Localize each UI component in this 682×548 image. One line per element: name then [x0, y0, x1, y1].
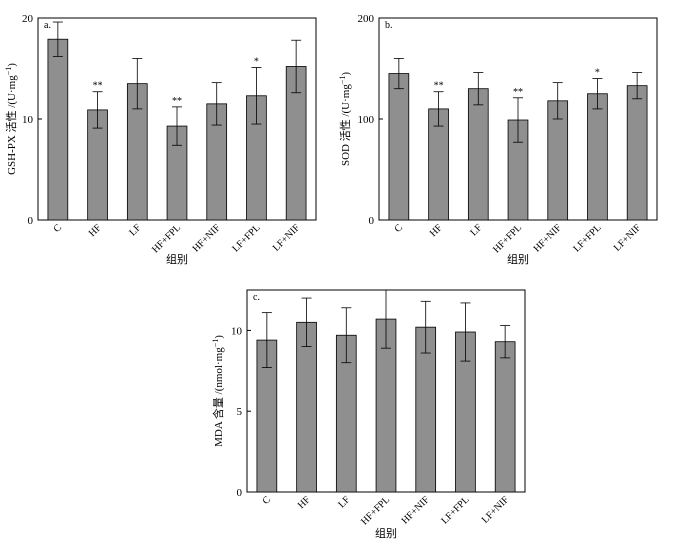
x-category-label: LF+NIF — [612, 222, 644, 254]
significance-marker: ** — [172, 96, 182, 107]
x-category-label: LF — [336, 494, 352, 510]
bar — [494, 341, 516, 493]
y-axis-title-main: MDA 含量 /(nmol·mg — [211, 347, 225, 447]
x-axis-title: 组别 — [375, 526, 397, 540]
x-category-label: HF+NIF — [191, 222, 224, 255]
bar — [388, 73, 410, 221]
panel-label: c. — [253, 292, 260, 303]
y-axis-title: SOD 活性 /(U·mg−1) — [338, 72, 352, 166]
x-axis-title: 组别 — [507, 252, 529, 266]
bar — [587, 93, 608, 221]
significance-marker: * — [595, 68, 600, 79]
x-category-label: C — [392, 222, 405, 235]
x-category-label: LF+FPL — [439, 494, 471, 526]
bar — [296, 321, 317, 493]
x-category-label: C — [260, 494, 273, 507]
y-tick-label: 0 — [369, 215, 375, 227]
x-category-label: LF+NIF — [480, 494, 512, 526]
x-category-label: HF+NIF — [532, 222, 565, 255]
y-tick-label: 10 — [22, 114, 34, 126]
x-category-label: C — [51, 222, 64, 235]
y-axis-title: MDA 含量 /(nmol·mg−1) — [211, 335, 225, 447]
bar — [47, 38, 69, 221]
x-category-label: LF+NIF — [271, 222, 303, 254]
significance-marker: * — [254, 56, 259, 67]
y-axis-title-superscript: −1 — [4, 67, 13, 76]
x-category-label: HF+FPL — [359, 494, 392, 527]
y-axis-title-close: ) — [340, 72, 352, 76]
bar — [467, 88, 489, 221]
y-tick-label: 0 — [28, 215, 34, 227]
x-category-label: LF — [127, 222, 143, 238]
y-axis-title-close: ) — [6, 63, 18, 67]
panel-b-sod-chart: 0 100 200 C ** HF LF ** HF+FPL HF+NIF * LF+FPL LF+NI… — [338, 13, 658, 266]
x-axis-title: 组别 — [166, 252, 188, 266]
panel-a-gsh-px-chart: 0 10 20 C ** HF LF ** HF+FPL HF+NIF * LF+FPL LF+NIF a… — [4, 13, 317, 266]
y-axis-title-main: GSH-PX 活性 /(U·mg — [4, 75, 18, 175]
x-category-label: HF+NIF — [400, 494, 433, 527]
y-axis-title-superscript: −1 — [338, 76, 347, 85]
panel-label: a. — [44, 20, 51, 31]
x-category-label: HF — [87, 222, 104, 239]
x-category-label: LF+FPL — [230, 222, 262, 254]
x-category-label: HF+FPL — [491, 222, 524, 255]
y-tick-label: 200 — [358, 13, 375, 25]
y-tick-label: 5 — [237, 406, 243, 418]
y-tick-label: 20 — [22, 13, 34, 25]
y-axis-title: GSH-PX 活性 /(U·mg−1) — [4, 63, 18, 175]
x-category-label: HF — [296, 494, 313, 511]
panel-label: b. — [385, 20, 393, 31]
y-axis-title-close: ) — [213, 335, 225, 339]
x-category-label: HF+FPL — [150, 222, 183, 255]
x-category-label: HF — [428, 222, 445, 239]
y-axis-title-superscript: −1 — [211, 339, 220, 348]
significance-marker: ** — [93, 81, 103, 92]
bar — [626, 85, 648, 221]
x-category-label: LF+FPL — [571, 222, 603, 254]
y-tick-label: 100 — [358, 114, 375, 126]
y-tick-label: 10 — [231, 325, 243, 337]
significance-marker: ** — [513, 87, 523, 98]
panel-c-mda-chart: 0 5 10 C HF LF HF+FPL HF+NIF LF+FPL LF+NIF c. MDA 含… — [211, 289, 526, 540]
significance-marker: ** — [434, 81, 444, 92]
y-axis-title-main: SOD 活性 /(U·mg — [338, 84, 352, 166]
y-tick-label: 0 — [237, 487, 243, 499]
x-category-label: LF — [468, 222, 484, 238]
